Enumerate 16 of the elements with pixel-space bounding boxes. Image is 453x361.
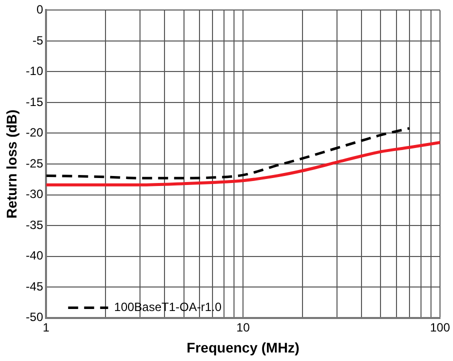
y-axis-title: Return loss (dB) (3, 110, 20, 218)
x-tick-label: 1 (42, 320, 50, 334)
y-tick-label: -35 (26, 218, 44, 232)
y-tick-label: -5 (32, 33, 44, 48)
y-tick-label: -30 (26, 187, 44, 202)
y-tick-label: 0 (36, 2, 44, 17)
y-tick-label: -25 (26, 156, 44, 170)
x-axis-title: Frequency (MHz) (186, 339, 300, 356)
y-tick-label: -10 (26, 64, 44, 78)
y-tick-label: -15 (26, 94, 44, 109)
y-tick-label: -45 (26, 279, 44, 294)
x-tick-label: 100 (430, 320, 450, 334)
y-tick-label: -40 (26, 248, 44, 263)
x-tick-label: 10 (236, 320, 250, 334)
y-tick-label: -50 (26, 310, 44, 324)
y-tick-label: -20 (26, 126, 44, 140)
